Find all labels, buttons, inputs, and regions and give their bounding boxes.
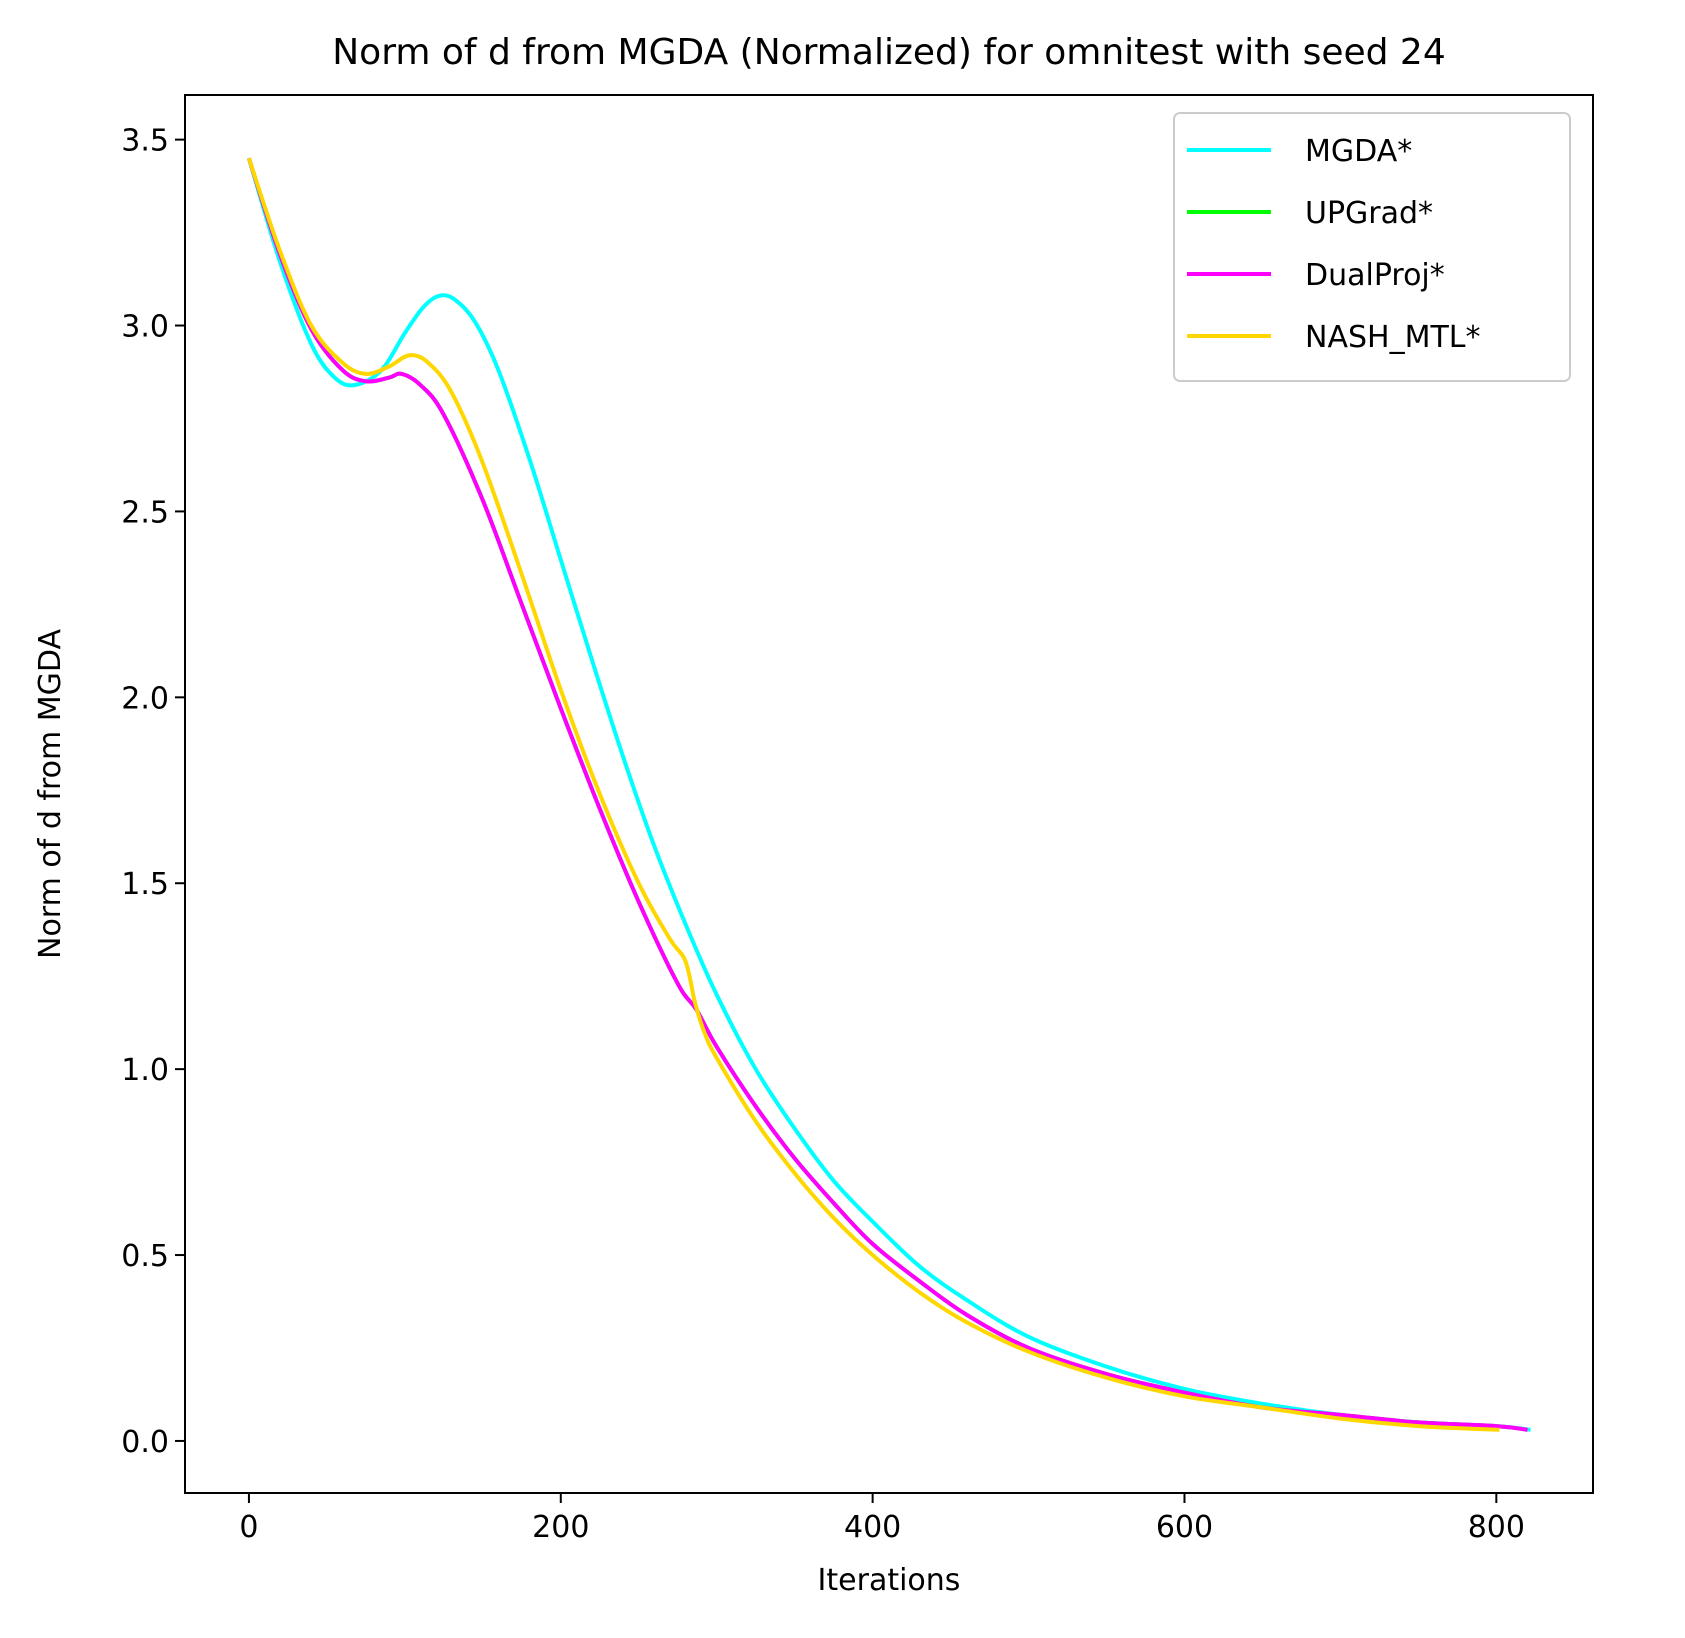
x-tick-label: 600 bbox=[1156, 1510, 1213, 1545]
series-lines bbox=[246, 157, 1531, 1432]
x-tick-label: 400 bbox=[844, 1510, 901, 1545]
axis-ticks: 0 200 400 600 800 0.0 0.5 1.0 1.5 2.0 2.5 3.0 3.5 bbox=[121, 124, 1525, 1545]
y-tick-label: 2.0 bbox=[121, 681, 169, 716]
x-tick-label: 800 bbox=[1468, 1510, 1525, 1545]
y-tick-label: 0.5 bbox=[121, 1239, 169, 1274]
x-tick-label: 200 bbox=[532, 1510, 589, 1545]
y-axis-label: Norm of d from MGDA bbox=[33, 629, 68, 959]
legend-label: DualProj* bbox=[1305, 258, 1445, 293]
legend-entries: MGDA* UPGrad* DualProj* NASH_MTL* bbox=[1187, 134, 1481, 355]
y-tick-label: 2.5 bbox=[121, 495, 169, 530]
legend-label: UPGrad* bbox=[1305, 196, 1433, 231]
series-line-dualproj bbox=[246, 157, 1528, 1432]
legend-label: NASH_MTL* bbox=[1305, 320, 1481, 355]
y-tick-label: 1.0 bbox=[121, 1053, 169, 1088]
y-tick-label: 3.0 bbox=[121, 310, 169, 345]
chart-title: Norm of d from MGDA (Normalized) for omn… bbox=[332, 32, 1446, 73]
x-tick-label: 0 bbox=[239, 1510, 258, 1545]
legend: MGDA* UPGrad* DualProj* NASH_MTL* bbox=[1173, 112, 1571, 382]
plot-frame bbox=[184, 94, 1594, 1494]
legend-box bbox=[1173, 112, 1571, 382]
series-line-nash-mtl bbox=[247, 157, 1500, 1432]
y-tick-label: 1.5 bbox=[121, 867, 169, 902]
x-axis-label: Iterations bbox=[818, 1563, 961, 1598]
series-line-mgda bbox=[246, 157, 1531, 1432]
y-tick-label: 0.0 bbox=[121, 1425, 169, 1460]
legend-label: MGDA* bbox=[1305, 134, 1412, 169]
y-tick-label: 3.5 bbox=[121, 124, 169, 159]
